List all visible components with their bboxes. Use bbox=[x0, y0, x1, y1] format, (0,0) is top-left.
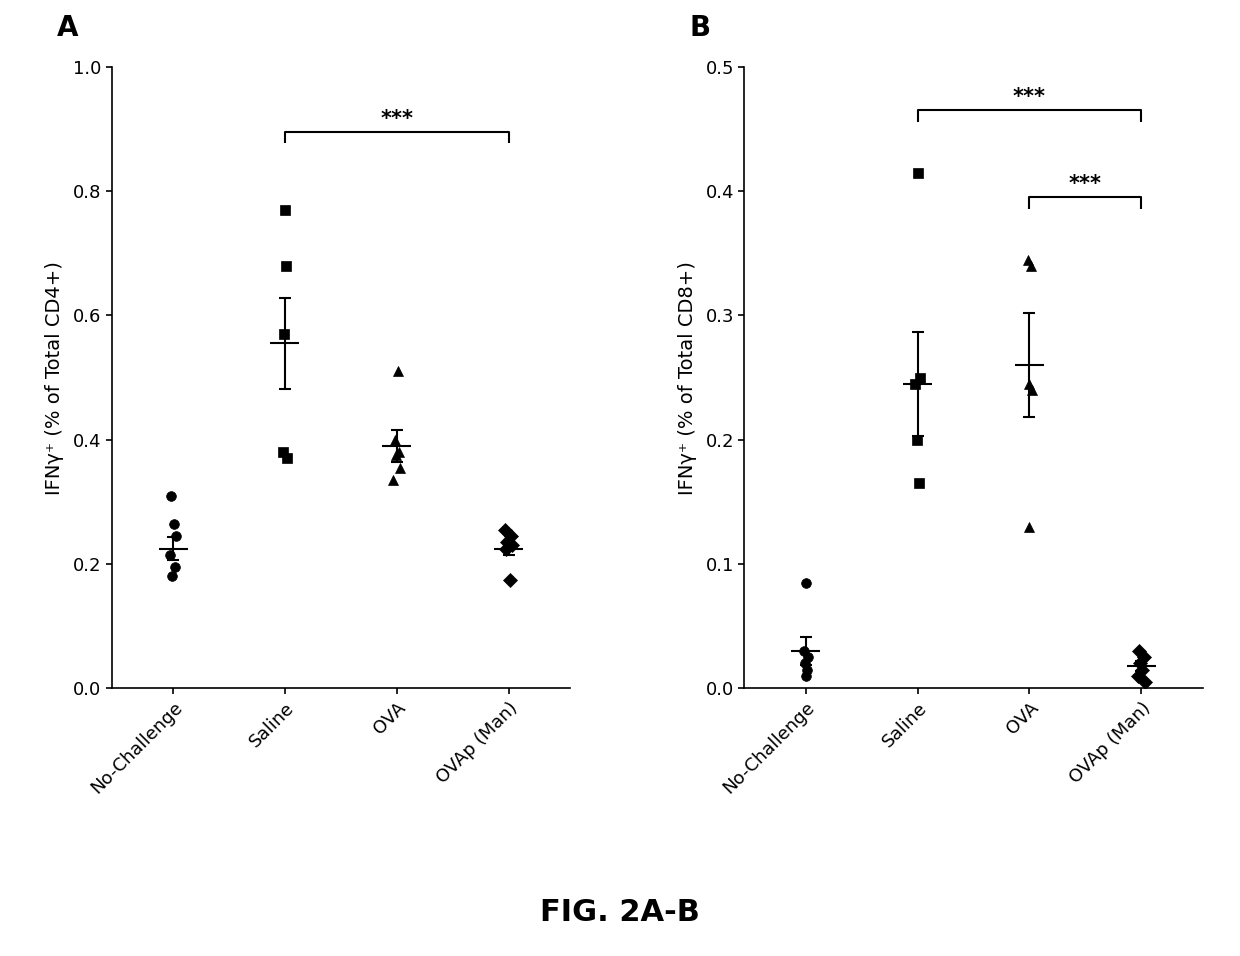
Text: ***: *** bbox=[381, 109, 413, 129]
Text: FIG. 2A-B: FIG. 2A-B bbox=[541, 899, 699, 927]
Y-axis label: IFNγ⁺ (% of Total CD4+): IFNγ⁺ (% of Total CD4+) bbox=[46, 261, 64, 494]
Text: ***: *** bbox=[1013, 87, 1047, 107]
Text: A: A bbox=[57, 14, 78, 42]
Y-axis label: IFNγ⁺ (% of Total CD8+): IFNγ⁺ (% of Total CD8+) bbox=[678, 261, 697, 494]
Text: B: B bbox=[689, 14, 711, 42]
Text: ***: *** bbox=[1069, 174, 1102, 194]
